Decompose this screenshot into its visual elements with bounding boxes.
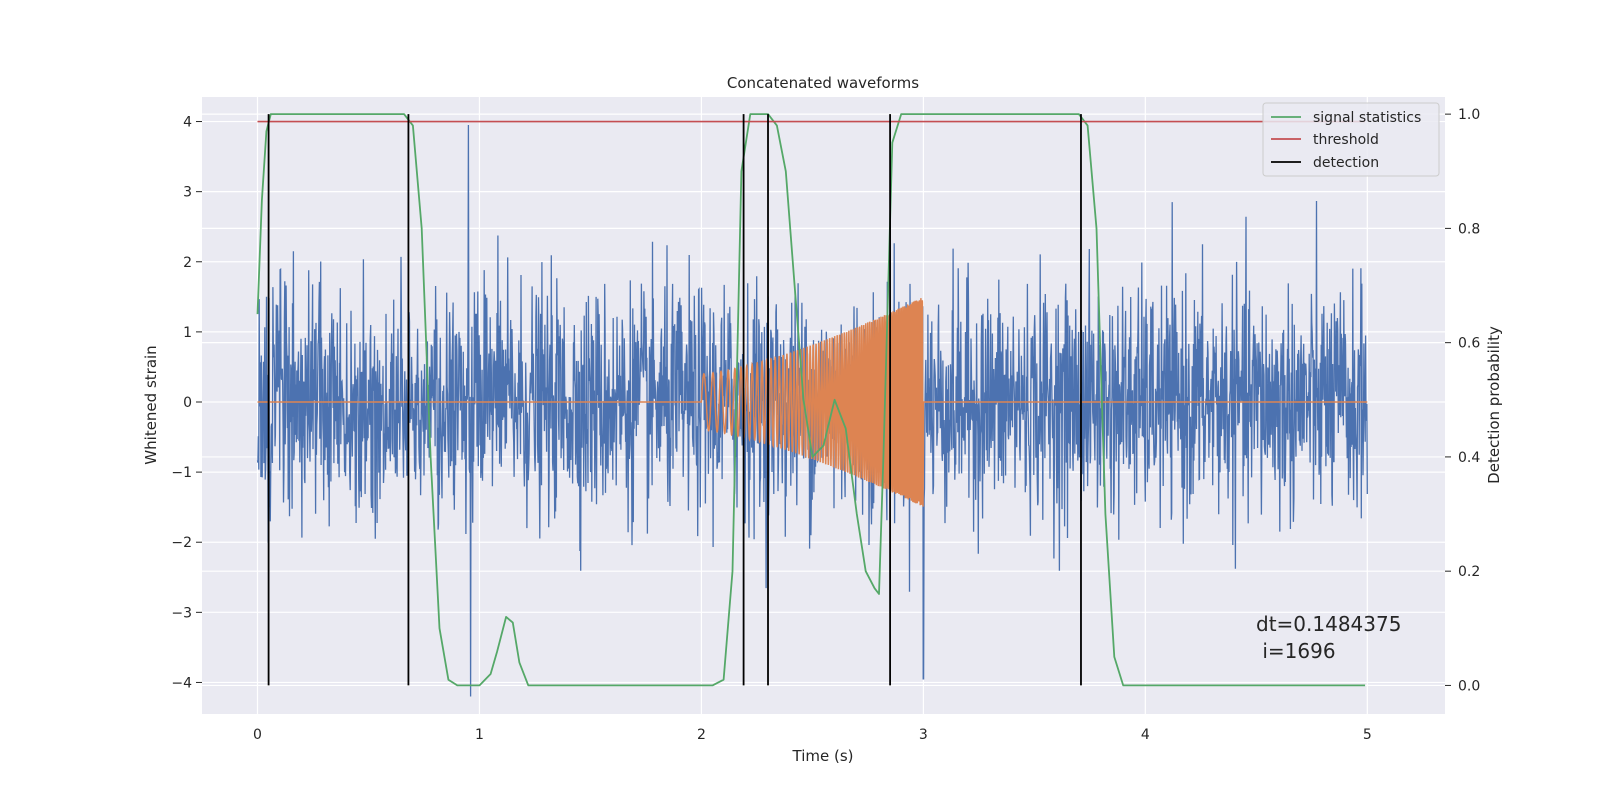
y-tick-label: −4: [171, 675, 192, 691]
x-tick-label: 2: [697, 727, 706, 743]
y2-tick-label: 0.2: [1458, 564, 1480, 580]
y2-axis-ticks: 0.0 0.2 0.4 0.6 0.8 1.0: [1445, 107, 1480, 694]
y-axis-ticks: −4 −3 −2 −1 0 1 2 3 4: [171, 115, 202, 691]
legend-box: [1262, 102, 1440, 177]
legend-entry-signal-statistics: signal statistics: [1313, 110, 1421, 126]
annotation: dt=0.1484375 i=1696: [1256, 612, 1401, 663]
y-tick-label: 4: [183, 115, 192, 131]
detection-series: [267, 114, 1082, 686]
y-tick-label: 2: [183, 255, 192, 271]
signal-statistics-series: [256, 113, 1366, 687]
y-tick-label: 3: [183, 185, 192, 201]
x-tick-label: 5: [1363, 727, 1372, 743]
y-tick-label: 0: [183, 395, 192, 411]
y2-tick-label: 0.0: [1458, 678, 1480, 694]
y-tick-label: 1: [183, 325, 192, 341]
annotation-line-2: i=1696: [1256, 639, 1336, 663]
y2-tick-label: 0.8: [1458, 221, 1480, 237]
y-axis-label: Whitened strain: [142, 345, 160, 464]
y2-axis-label: Detection probability: [1485, 326, 1503, 484]
legend-entry-threshold: threshold: [1313, 132, 1379, 148]
y-tick-label: −1: [171, 465, 192, 481]
x-tick-label: 0: [253, 727, 262, 743]
y-tick-label: −2: [171, 535, 192, 551]
x-axis-ticks: 0 1 2 3 4 5: [253, 727, 1372, 743]
x-tick-label: 4: [1141, 727, 1150, 743]
chart-title: Concatenated waveforms: [727, 74, 919, 92]
x-axis-label: Time (s): [792, 747, 854, 765]
x-tick-label: 1: [475, 727, 484, 743]
y-tick-label: −3: [171, 605, 192, 621]
x-tick-label: 3: [919, 727, 928, 743]
y2-tick-label: 1.0: [1458, 107, 1480, 123]
y2-tick-label: 0.4: [1458, 450, 1480, 466]
signal-statistics-line: [256, 113, 1366, 687]
legend-entry-detection: detection: [1313, 155, 1379, 171]
legend: signal statistics threshold detection: [1262, 102, 1440, 177]
y2-tick-label: 0.6: [1458, 336, 1480, 352]
annotation-line-1: dt=0.1484375: [1256, 612, 1401, 636]
